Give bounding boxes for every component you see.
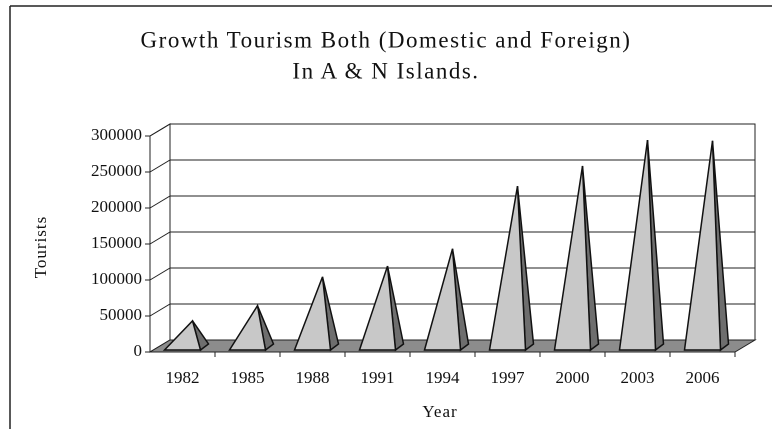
x-tick-label: 1991	[361, 368, 395, 387]
pyramid	[553, 165, 600, 352]
x-tick-label: 2006	[686, 368, 720, 387]
pyramid	[683, 140, 730, 352]
pyramid-front	[358, 265, 397, 351]
pyramid-front	[553, 165, 592, 351]
pyramid	[423, 248, 470, 352]
pyramid-front	[488, 186, 527, 351]
grid-line	[149, 195, 755, 209]
pyramid-front	[683, 140, 722, 351]
x-axis-label: Year	[422, 402, 457, 421]
x-tick-label: 1982	[166, 368, 200, 387]
y-tick-label: 150000	[91, 233, 142, 252]
pyramid	[358, 265, 405, 352]
grid-line	[149, 303, 755, 317]
pyramid-front	[618, 139, 657, 351]
x-tick-label: 1988	[296, 368, 330, 387]
grid-line	[149, 159, 755, 173]
pyramid	[293, 276, 340, 352]
pyramid-front	[293, 276, 332, 351]
y-tick-label: 100000	[91, 269, 142, 288]
x-tick-label: 1985	[231, 368, 265, 387]
pyramid	[162, 319, 210, 352]
x-tick-label: 2003	[621, 368, 655, 387]
grid-line	[149, 123, 755, 137]
y-tick-label: 250000	[91, 161, 142, 180]
grid-line	[149, 267, 755, 281]
y-tick-label: 200000	[91, 197, 142, 216]
x-tick-label: 2000	[556, 368, 590, 387]
pyramid	[488, 186, 535, 352]
y-axis-label: Tourists	[31, 216, 50, 279]
chart-title: Growth Tourism Both (Domestic and Foreig…	[141, 27, 632, 52]
chart-subtitle: In A & N Islands.	[292, 58, 479, 83]
pyramid-front	[162, 319, 202, 351]
pyramid-front	[228, 303, 267, 351]
y-tick-label: 300000	[91, 125, 142, 144]
x-tick-label: 1997	[491, 368, 526, 387]
y-tick-label: 0	[134, 341, 143, 360]
grid-line	[149, 231, 755, 245]
x-tick-label: 1994	[426, 368, 461, 387]
pyramid-front	[423, 248, 462, 351]
y-tick-label: 50000	[100, 305, 143, 324]
pyramid	[618, 139, 665, 352]
pyramid	[228, 303, 275, 352]
